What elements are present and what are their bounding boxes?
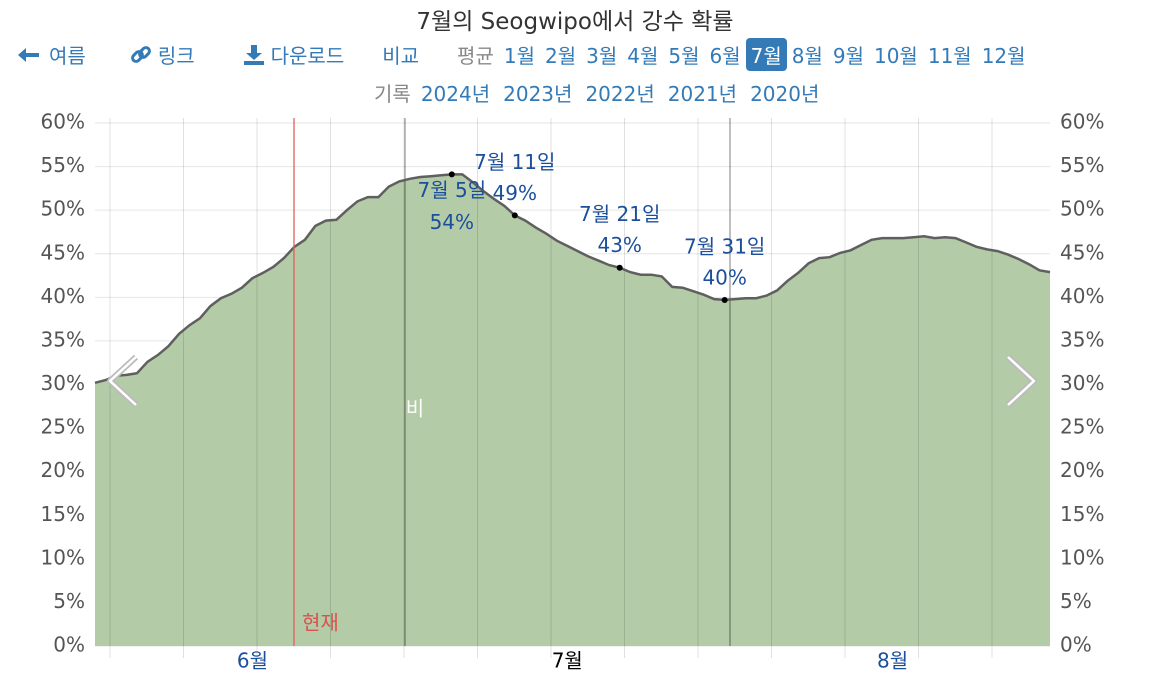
- average-label: 평균: [457, 44, 494, 68]
- value-label: 43%: [597, 233, 641, 257]
- y2-tick-label: 30%: [1060, 371, 1104, 395]
- series-name: 비: [406, 397, 424, 421]
- download-link[interactable]: 다운로드: [238, 38, 350, 71]
- y-tick-label: 10%: [41, 545, 85, 569]
- back-link[interactable]: 여름: [10, 38, 91, 71]
- value-label: 54%: [430, 210, 474, 234]
- compare-link[interactable]: 비교: [382, 44, 420, 68]
- y2-tick-label: 15%: [1060, 502, 1104, 526]
- month-link[interactable]: 12월: [981, 44, 1026, 68]
- line: [94, 173, 1051, 385]
- y2-tick-label: 60%: [1060, 110, 1104, 134]
- point-label: 7월 21일: [579, 202, 660, 226]
- y2-tick-label: 50%: [1060, 197, 1104, 221]
- x-tick-label: 6월: [237, 649, 268, 673]
- y-tick-label: 55%: [41, 153, 85, 177]
- month-link[interactable]: 6월: [709, 44, 741, 68]
- download-icon: [243, 44, 264, 65]
- y-tick-label: 15%: [41, 502, 85, 526]
- link-icon: [130, 45, 151, 63]
- link-text: 링크: [157, 44, 195, 68]
- y2-tick-label: 25%: [1060, 415, 1104, 439]
- y2-tick-label: 45%: [1060, 240, 1104, 264]
- month-link[interactable]: 1월: [503, 44, 535, 68]
- y-tick-label: 45%: [41, 240, 85, 264]
- y2-tick-label: 5%: [1060, 589, 1092, 613]
- year-link[interactable]: 2023년: [503, 82, 573, 106]
- x-tick-label: 8월: [877, 649, 908, 673]
- back-text: 여름: [49, 44, 86, 68]
- month-link[interactable]: 3월: [586, 44, 618, 68]
- point-label: 7월 11일: [474, 150, 555, 174]
- y-tick-label: 40%: [41, 284, 85, 308]
- point: [616, 264, 623, 271]
- y-tick-label: 35%: [41, 327, 85, 351]
- value-label: 49%: [493, 181, 537, 205]
- history-label: 기록: [374, 82, 411, 106]
- y2-tick-label: 55%: [1060, 153, 1104, 177]
- y-tick-label: 30%: [41, 371, 85, 395]
- value-label: 40%: [702, 265, 746, 289]
- point: [511, 212, 518, 219]
- month-link[interactable]: 10월: [873, 44, 918, 68]
- back-icon: [18, 47, 39, 62]
- y2-tick-label: 40%: [1060, 284, 1104, 308]
- month-link[interactable]: 11월: [927, 44, 972, 68]
- history-row: 기록 2024년 2023년 2022년 2021년 2020년: [369, 76, 827, 109]
- y2-tick-label: 0%: [1060, 633, 1092, 657]
- link-link[interactable]: 링크: [125, 38, 200, 71]
- y2-tick-label: 20%: [1060, 458, 1104, 482]
- download-text: 다운로드: [270, 44, 345, 68]
- y-tick-label: 0%: [53, 633, 85, 657]
- point-label: 7월 31일: [684, 234, 765, 258]
- year-link[interactable]: 2024년: [420, 82, 491, 106]
- year-link[interactable]: 2022년: [585, 82, 655, 106]
- month-link[interactable]: 7월: [745, 38, 787, 71]
- point: [448, 171, 455, 178]
- x-tick-label: 7월: [552, 649, 583, 673]
- month-link[interactable]: 2월: [544, 44, 577, 68]
- y-tick-label: 60%: [41, 110, 85, 134]
- point-label: 7월 5일: [418, 178, 487, 202]
- prev-arrow-inner: [108, 356, 137, 406]
- month-link[interactable]: 8월: [791, 44, 823, 68]
- y-tick-label: 5%: [53, 589, 85, 613]
- point: [721, 296, 728, 303]
- nav-row: 여름 링크 다운로드 비교 평균 1월 2월 3월 4월 5월 6월 7월 8월 9월 10월 11…: [10, 38, 1031, 71]
- page-title: 7월의 Seogwipo에서 강수 확률: [416, 9, 734, 35]
- year-link[interactable]: 2021년: [667, 82, 738, 106]
- month-link[interactable]: 4월: [627, 44, 659, 68]
- y-tick-label: 20%: [41, 458, 85, 482]
- y-tick-label: 25%: [41, 415, 85, 439]
- now-label: 현재: [302, 611, 339, 635]
- month-link[interactable]: 9월: [832, 44, 864, 68]
- y-tick-label: 50%: [41, 197, 85, 221]
- year-link[interactable]: 2020년: [750, 82, 820, 106]
- y2-tick-label: 10%: [1060, 545, 1104, 569]
- area: [95, 174, 1050, 646]
- next-arrow-inner: [1007, 356, 1036, 406]
- month-link[interactable]: 5월: [668, 44, 700, 68]
- y2-tick-label: 35%: [1060, 327, 1104, 351]
